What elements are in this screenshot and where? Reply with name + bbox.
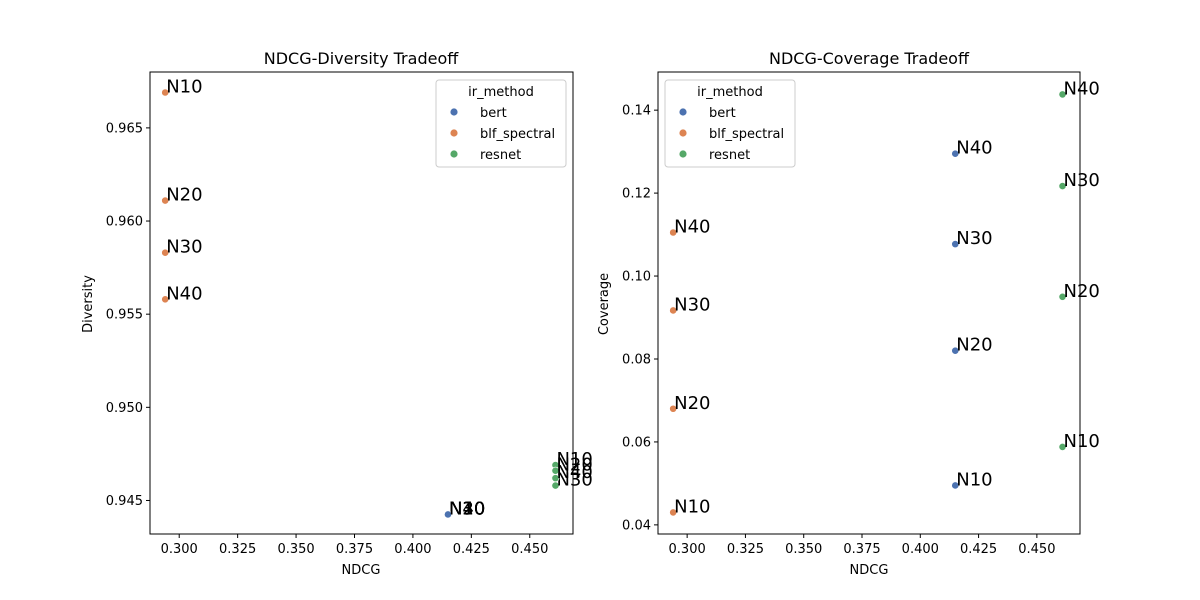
data-point-bert [951, 346, 960, 355]
legend-title: ir_method [468, 85, 534, 100]
point-label: N20 [956, 335, 992, 356]
y-tick-label: 0.955 [106, 308, 143, 323]
data-point-blf_spectral [669, 306, 678, 315]
legend-entry: resnet [709, 148, 750, 163]
point-label: N10 [674, 496, 710, 517]
legend-marker-blf_spectral [679, 129, 687, 137]
legend-entry: blf_spectral [709, 127, 784, 142]
point-label: N30 [1064, 170, 1100, 191]
data-point-bert [951, 149, 960, 158]
point-label: N40 [556, 462, 592, 483]
data-point-resnet [1058, 90, 1067, 99]
point-label: N20 [166, 185, 202, 206]
y-axis-label: Coverage [597, 273, 612, 335]
legend-box [435, 79, 567, 168]
legend-marker-blf_spectral [450, 129, 458, 137]
axes-frame [149, 71, 574, 535]
legend-entry: bert [709, 106, 736, 121]
y-tick-label: 0.945 [106, 494, 143, 509]
legend-entry: blf_spectral [480, 127, 555, 142]
data-point-blf_spectral [161, 295, 170, 304]
y-tick-label: 0.965 [106, 121, 143, 136]
point-label: N40 [674, 216, 710, 237]
x-tick-label: 0.300 [161, 542, 198, 557]
y-tick-label: 0.04 [622, 518, 651, 533]
y-tick-label: 0.12 [622, 187, 651, 202]
point-label: N40 [956, 138, 992, 159]
data-point-bert [951, 240, 960, 249]
x-tick-label: 0.400 [902, 542, 939, 557]
point-label: N30 [556, 470, 592, 491]
point-label: N10 [1064, 431, 1100, 452]
plot-area: 0.300 0.325 0.350 0.375 0.400 0.425 0.450 0.04 0… [622, 71, 1100, 557]
point-label: N40 [166, 283, 202, 304]
data-point-bert [951, 481, 960, 490]
point-label: N30 [674, 294, 710, 315]
x-tick-label: 0.425 [453, 542, 490, 557]
data-point-resnet [1058, 292, 1067, 301]
point-label: N30 [956, 228, 992, 249]
point-label: N20 [449, 498, 485, 519]
y-tick-label: 0.08 [622, 352, 651, 367]
legend-marker-resnet [450, 150, 458, 158]
x-tick-label: 0.300 [669, 542, 706, 557]
legend-entry: resnet [480, 148, 521, 163]
data-point-blf_spectral [669, 508, 678, 517]
point-label: N20 [556, 455, 592, 476]
x-axis-label: NDCG [850, 563, 889, 578]
diversity-chart: NDCG-Diversity Tradeoff NDCG Diversity 0… [81, 49, 593, 578]
point-label: N20 [674, 393, 710, 414]
legend-marker-bert [450, 108, 458, 116]
point-label: N20 [1064, 281, 1100, 302]
y-tick-label: 0.14 [622, 104, 651, 119]
legend-entry: bert [480, 106, 507, 121]
x-tick-label: 0.425 [960, 542, 997, 557]
plot-area: 0.300 0.325 0.350 0.375 0.400 0.425 0.450 0.945… [106, 71, 593, 557]
x-tick-label: 0.350 [277, 542, 314, 557]
x-tick-label: 0.325 [219, 542, 256, 557]
x-tick-label: 0.325 [727, 542, 764, 557]
chart-title: NDCG-Coverage Tradeoff [769, 49, 970, 68]
point-label: N10 [956, 469, 992, 490]
point-label: N30 [449, 498, 485, 519]
x-tick-label: 0.450 [511, 542, 548, 557]
data-point-resnet [1058, 443, 1067, 451]
point-label: N30 [166, 237, 202, 258]
y-tick-label: 0.960 [106, 215, 143, 230]
data-point-blf_spectral [669, 404, 678, 413]
y-tick-label: 0.950 [106, 401, 143, 416]
y-axis-label: Diversity [81, 275, 96, 333]
legend-title: ir_method [697, 85, 763, 100]
data-point-resnet [551, 474, 560, 483]
point-label: N10 [449, 498, 485, 519]
data-point-bert [444, 510, 452, 519]
y-tick-label: 0.10 [622, 270, 651, 285]
point-label: N10 [166, 76, 202, 97]
data-point-blf_spectral [669, 228, 678, 237]
data-point-blf_spectral [161, 196, 170, 205]
legend-marker-resnet [679, 150, 687, 158]
data-point-resnet [1058, 182, 1067, 190]
data-point-blf_spectral [161, 88, 170, 97]
y-tick-label: 0.06 [622, 435, 651, 450]
legend-box [664, 79, 796, 168]
point-label: N40 [449, 498, 485, 519]
point-label: N40 [1064, 78, 1100, 99]
chart-title: NDCG-Diversity Tradeoff [264, 49, 459, 68]
coverage-chart: NDCG-Coverage Tradeoff NDCG Coverage 0.3… [597, 49, 1100, 578]
x-tick-label: 0.375 [843, 542, 880, 557]
x-tick-label: 0.450 [1018, 542, 1055, 557]
x-axis-label: NDCG [342, 563, 381, 578]
x-tick-label: 0.400 [394, 542, 431, 557]
x-tick-label: 0.375 [336, 542, 373, 557]
axes-frame [657, 71, 1081, 535]
x-tick-label: 0.350 [785, 542, 822, 557]
data-point-blf_spectral [161, 248, 170, 257]
legend-marker-bert [679, 108, 687, 116]
point-label: N10 [556, 449, 592, 470]
